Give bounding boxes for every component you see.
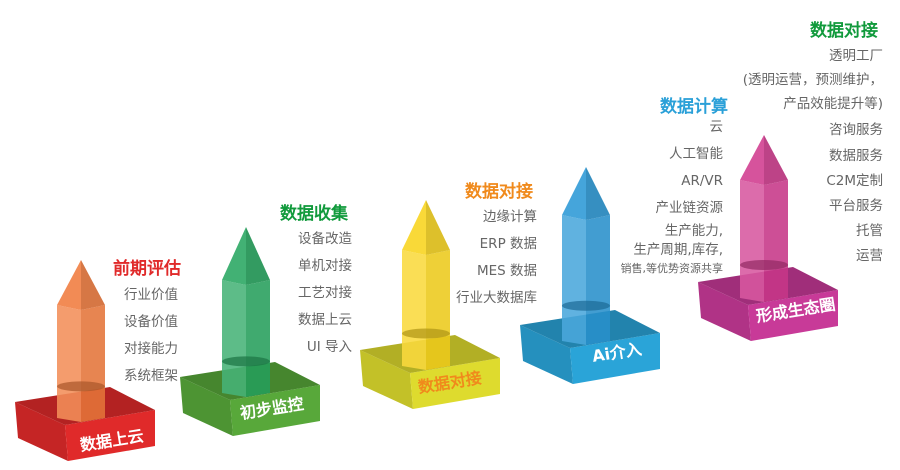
- step-5-base-left-face: [698, 282, 751, 341]
- step-1-item: 系统框架: [124, 368, 178, 384]
- step-2-pillar-right-face: [246, 280, 270, 397]
- step-2-title: 数据收集: [280, 204, 348, 224]
- step-5-item: 数据服务: [829, 148, 883, 164]
- step-4-pillar-tip-left: [562, 167, 586, 220]
- step-2-pillar-left-face: [222, 280, 246, 397]
- step-4-pillar-ring: [562, 300, 610, 311]
- step-3-item: ERP 数据: [479, 236, 537, 252]
- step-4-item: 产业链资源: [655, 200, 724, 216]
- step-4-title: 数据计算: [660, 97, 728, 117]
- step-2-base-left-face: [180, 377, 233, 436]
- step-2-item: UI 导入: [306, 339, 352, 355]
- step-5-item: (透明运营，预测维护，: [742, 72, 883, 88]
- step-3-item: 边缘计算: [483, 209, 537, 225]
- step-4-base-front-face: [570, 333, 660, 384]
- step-3-pillar-ring: [402, 328, 450, 339]
- step-5-pillar-ring: [740, 259, 788, 270]
- step-2-item: 单机对接: [298, 258, 352, 274]
- step-2-item: 数据上云: [298, 312, 352, 328]
- step-1-base-front-face: [65, 410, 155, 461]
- step-2-pillar-ring: [222, 356, 270, 367]
- step-1-item: 行业价值: [124, 287, 178, 303]
- step-5-pillar-right-face: [764, 180, 788, 302]
- step-5-pillar-tip-left: [740, 135, 764, 185]
- step-3-items: 边缘计算 ERP 数据 MES 数据 行业大数据库: [456, 204, 537, 312]
- step-4-item: 生产周期,库存,: [633, 242, 723, 258]
- step-5-title: 数据对接: [810, 21, 878, 41]
- step-4-item: AR/VR: [681, 173, 723, 189]
- step-3-base-front-face: [410, 358, 500, 409]
- step-4-item: 人工智能: [669, 146, 723, 162]
- step-4-base-left-face: [520, 325, 573, 384]
- step-2-item: 设备改造: [298, 231, 352, 247]
- step-3-pillar-left-face: [402, 250, 426, 370]
- step-1-item: 设备价值: [124, 314, 178, 330]
- step-3-item: 行业大数据库: [456, 290, 537, 306]
- step-4-pillar-right-face: [586, 215, 610, 345]
- step-3-title: 数据对接: [465, 182, 533, 202]
- step-1-item: 对接能力: [124, 341, 178, 357]
- step-1-base-left-face: [15, 402, 68, 461]
- step-5-item: 咨询服务: [829, 122, 883, 138]
- step-1-pillar-tip-left: [57, 260, 81, 310]
- step-5-item: 透明工厂: [829, 48, 883, 64]
- step-1-items: 行业价值 设备价值 对接能力 系统框架: [124, 282, 178, 390]
- step-2-pillar-tip-right: [246, 227, 270, 285]
- step-5-base-front-face: [748, 290, 838, 341]
- step-3-item: MES 数据: [476, 263, 537, 279]
- step-5-item: 产品效能提升等): [783, 96, 883, 112]
- step-2-pillar-tip-left: [222, 227, 246, 285]
- step-1-pillar-right-face: [81, 305, 105, 422]
- step-2-base-front-face: [230, 385, 320, 436]
- step-4-pillar-left-face: [562, 215, 586, 345]
- step-4-item: 生产能力,: [664, 223, 723, 239]
- step-5-pillar-tip-right: [764, 135, 788, 185]
- step-5-item: 运营: [856, 248, 883, 264]
- step-5-item: C2M定制: [826, 173, 883, 189]
- step-1-pillar-tip-right: [81, 260, 105, 310]
- step-4-pillar-tip-right: [586, 167, 610, 220]
- step-1-pillar-left-face: [57, 305, 81, 422]
- step-3-pillar-tip-left: [402, 200, 426, 255]
- step-2-item: 工艺对接: [298, 285, 352, 301]
- step-5-items: 透明工厂 (透明运营，预测维护， 产品效能提升等) 咨询服务 数据服务 C2M定…: [743, 44, 883, 269]
- step-3-base-left-face: [360, 350, 413, 409]
- step-5-pillar-left-face: [740, 180, 764, 302]
- step-5-item: 托管: [856, 223, 883, 239]
- step-1-pillar-ring: [57, 381, 105, 392]
- step-2-items: 设备改造 单机对接 工艺对接 数据上云 UI 导入: [298, 226, 352, 361]
- step-3-pillar-tip-right: [426, 200, 450, 255]
- step-4-item: 销售,等优势资源共享: [620, 262, 724, 275]
- step-4-item: 云: [709, 119, 724, 135]
- step-1-title: 前期评估: [113, 259, 181, 279]
- step-4-items: 云 人工智能 AR/VR 产业链资源 生产能力, 生产周期,库存, 销售,等优势…: [621, 114, 724, 278]
- step-5-item: 平台服务: [829, 198, 883, 214]
- step-3-pillar-right-face: [426, 250, 450, 370]
